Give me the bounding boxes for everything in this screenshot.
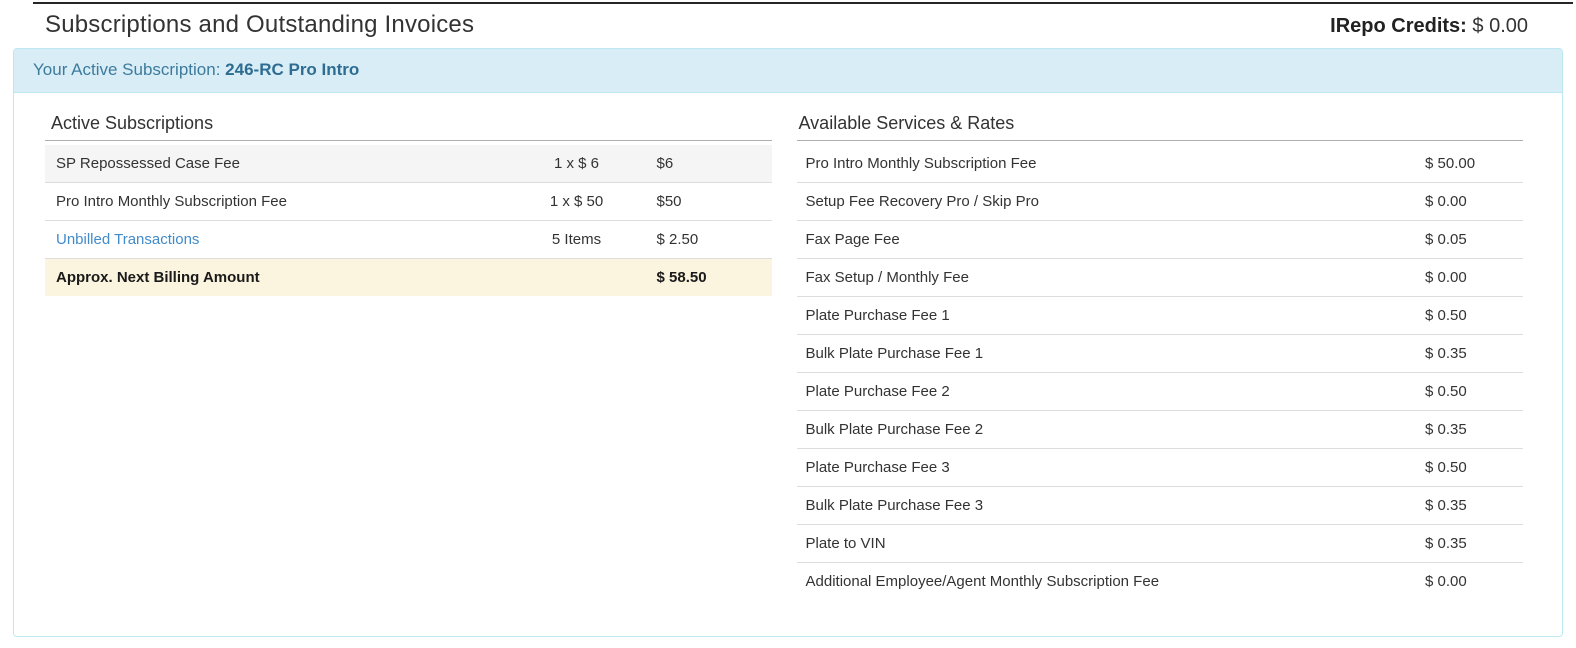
active-subscriptions-title: Active Subscriptions (45, 113, 772, 141)
row-amount: $ 2.50 (656, 231, 699, 248)
panel-body: Active Subscriptions SP Repossessed Case… (14, 93, 1562, 646)
table-row: Plate Purchase Fee 1 $ 0.50 (796, 297, 1523, 335)
row-label: Pro Intro Monthly Subscription Fee (56, 193, 287, 210)
service-name: Fax Setup / Monthly Fee (805, 269, 969, 286)
service-rate: $ 0.05 (1425, 231, 1467, 248)
row-quantity: 5 Items (551, 231, 602, 248)
available-services-rows: Pro Intro Monthly Subscription Fee $ 50.… (796, 145, 1524, 600)
table-row: Bulk Plate Purchase Fee 2 $ 0.35 (796, 411, 1523, 449)
active-subscription-name: 246-RC Pro Intro (225, 60, 360, 79)
table-row: Pro Intro Monthly Subscription Fee $ 50.… (796, 145, 1523, 183)
page-header: Subscriptions and Outstanding Invoices I… (0, 0, 1576, 48)
table-row: Approx. Next Billing Amount $ 58.50 (45, 259, 772, 296)
irepo-credits: IRepo Credits: $ 0.00 (1330, 15, 1528, 38)
active-subscriptions-rows: SP Repossessed Case Fee 1 x $ 6 $6 Pro I… (45, 145, 772, 296)
service-rate: $ 0.35 (1425, 345, 1467, 362)
available-services-section: Available Services & Rates Pro Intro Mon… (796, 113, 1524, 600)
table-row: Pro Intro Monthly Subscription Fee 1 x $… (45, 183, 772, 221)
unbilled-transactions-link[interactable]: Unbilled Transactions (56, 231, 200, 248)
service-rate: $ 0.50 (1425, 459, 1467, 476)
service-rate: $ 0.00 (1425, 573, 1467, 590)
table-row: Bulk Plate Purchase Fee 3 $ 0.35 (796, 487, 1523, 525)
table-row: Plate Purchase Fee 2 $ 0.50 (796, 373, 1523, 411)
table-row: Plate Purchase Fee 3 $ 0.50 (796, 449, 1523, 487)
row-label: SP Repossessed Case Fee (56, 155, 240, 172)
service-name: Fax Page Fee (805, 231, 900, 248)
service-rate: $ 0.35 (1425, 535, 1467, 552)
active-subscriptions-section: Active Subscriptions SP Repossessed Case… (45, 113, 772, 600)
service-name: Bulk Plate Purchase Fee 3 (805, 497, 984, 514)
irepo-credits-label: IRepo Credits: (1330, 15, 1467, 37)
service-name: Plate Purchase Fee 1 (805, 307, 950, 324)
table-row: Unbilled Transactions 5 Items $ 2.50 (45, 221, 772, 259)
service-name: Setup Fee Recovery Pro / Skip Pro (805, 193, 1039, 210)
service-rate: $ 0.50 (1425, 307, 1467, 324)
row-label: Unbilled Transactions (45, 229, 512, 250)
row-amount: $6 (656, 155, 674, 172)
active-subscription-banner: Your Active Subscription: 246-RC Pro Int… (14, 49, 1562, 93)
active-subscription-label: Your Active Subscription: (33, 60, 221, 79)
row-quantity: 1 x $ 6 (553, 155, 600, 172)
irepo-credits-value: $ 0.00 (1472, 15, 1528, 37)
table-row: SP Repossessed Case Fee 1 x $ 6 $6 (45, 145, 772, 183)
page-title: Subscriptions and Outstanding Invoices (45, 11, 475, 38)
available-services-title: Available Services & Rates (796, 113, 1523, 141)
table-row: Setup Fee Recovery Pro / Skip Pro $ 0.00 (796, 183, 1523, 221)
service-name: Plate to VIN (805, 535, 886, 552)
table-row: Fax Setup / Monthly Fee $ 0.00 (796, 259, 1523, 297)
service-name: Bulk Plate Purchase Fee 1 (805, 345, 984, 362)
table-row: Additional Employee/Agent Monthly Subscr… (797, 563, 1524, 600)
service-name: Plate Purchase Fee 3 (805, 459, 950, 476)
table-row: Bulk Plate Purchase Fee 1 $ 0.35 (796, 335, 1523, 373)
table-row: Fax Page Fee $ 0.05 (796, 221, 1523, 259)
table-row: Plate to VIN $ 0.35 (796, 525, 1523, 563)
subscription-panel: Your Active Subscription: 246-RC Pro Int… (13, 48, 1563, 637)
service-rate: $ 50.00 (1425, 155, 1476, 172)
row-label: Approx. Next Billing Amount (56, 269, 260, 286)
row-quantity: 1 x $ 50 (549, 193, 604, 210)
top-divider (33, 2, 1573, 4)
row-amount: $ 58.50 (656, 269, 707, 286)
service-rate: $ 0.00 (1425, 193, 1467, 210)
service-name: Plate Purchase Fee 2 (805, 383, 950, 400)
service-name: Additional Employee/Agent Monthly Subscr… (805, 573, 1160, 590)
service-name: Pro Intro Monthly Subscription Fee (805, 155, 1037, 172)
service-rate: $ 0.50 (1425, 383, 1467, 400)
service-name: Bulk Plate Purchase Fee 2 (805, 421, 984, 438)
service-rate: $ 0.35 (1425, 497, 1467, 514)
row-amount: $50 (656, 193, 682, 210)
service-rate: $ 0.35 (1425, 421, 1467, 438)
service-rate: $ 0.00 (1425, 269, 1467, 286)
